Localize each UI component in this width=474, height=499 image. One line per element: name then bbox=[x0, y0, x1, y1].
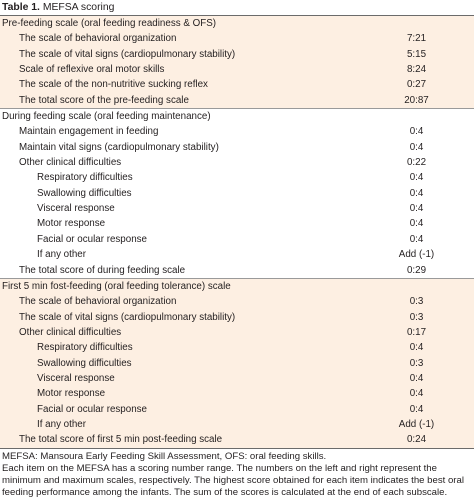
row-label: Visceral response bbox=[37, 372, 115, 384]
row-label: Facial or ocular response bbox=[37, 403, 147, 415]
row-score-range: 0:4 bbox=[409, 218, 424, 230]
row-label: The scale of vital signs (cardiopulmonar… bbox=[19, 311, 236, 323]
table-caption-label: Table 1. bbox=[2, 2, 40, 13]
row-score-range: 0:17 bbox=[406, 326, 427, 338]
table-row: The scale of vital signs (cardiopulmonar… bbox=[0, 46, 474, 63]
table-row: Facial or ocular response 0:4 bbox=[0, 401, 474, 417]
row-label: Swallowing difficulties bbox=[37, 187, 132, 199]
row-score-range: 0:4 bbox=[409, 187, 424, 199]
row-label: Respiratory difficulties bbox=[37, 172, 133, 184]
row-score-range: 8:24 bbox=[406, 64, 427, 76]
table-row: Swallowing difficulties 0:3 bbox=[0, 355, 474, 371]
row-label: Other clinical difficulties bbox=[19, 157, 122, 169]
table-caption-title: MEFSA scoring bbox=[42, 2, 115, 13]
section-header-row: First 5 min fost-feeding (oral feeding t… bbox=[0, 278, 474, 295]
table-row: Scale of reflexive oral motor skills 8:24 bbox=[0, 62, 474, 78]
row-score-range: 0:4 bbox=[409, 372, 424, 384]
row-label: Motor response bbox=[37, 218, 106, 230]
row-score-range: 0:3 bbox=[409, 357, 424, 369]
table-row: Other clinical difficulties 0:17 bbox=[0, 324, 474, 341]
row-label: Visceral response bbox=[37, 203, 115, 215]
table-row: If any other Add (-1) bbox=[0, 247, 474, 262]
row-score-range: 0:29 bbox=[406, 264, 427, 276]
table-row: The scale of behavioral organization 0:3 bbox=[0, 294, 474, 310]
table-row: The scale of behavioral organization 7:21 bbox=[0, 31, 474, 47]
row-label: Facial or ocular response bbox=[37, 233, 147, 245]
row-score-range: 0:4 bbox=[409, 203, 424, 215]
table-row: Respiratory difficulties 0:4 bbox=[0, 340, 474, 356]
scoring-table: Pre-feeding scale (oral feeding readines… bbox=[0, 15, 474, 449]
section-header-row: During feeding scale (oral feeding maint… bbox=[0, 109, 474, 124]
footnote: MEFSA: Mansoura Early Feeding Skill Asse… bbox=[2, 450, 327, 462]
row-label: The total score of the pre-feeding scale bbox=[19, 94, 189, 106]
section-header-row: Pre-feeding scale (oral feeding readines… bbox=[0, 16, 474, 32]
row-score-range: 0:27 bbox=[406, 79, 427, 91]
table-row: Motor response 0:4 bbox=[0, 386, 474, 402]
table-row: The total score of during feeding scale 0… bbox=[0, 263, 474, 279]
table-row: The scale of the non-nutritive sucking r… bbox=[0, 77, 474, 93]
row-score-range: 0:22 bbox=[406, 157, 427, 169]
row-label: Scale of reflexive oral motor skills bbox=[19, 64, 165, 76]
row-label: Respiratory difficulties bbox=[37, 342, 133, 354]
table-row: If any other Add (-1) bbox=[0, 416, 474, 433]
row-score-range: 0:3 bbox=[409, 296, 424, 308]
table-row: Swallowing difficulties 0:4 bbox=[0, 186, 474, 201]
row-score-range: 0:4 bbox=[409, 172, 424, 184]
row-label: Other clinical difficulties bbox=[19, 326, 122, 338]
row-score-range: 20:87 bbox=[404, 94, 429, 106]
table-caption: Table 1. MEFSA scoring bbox=[0, 0, 474, 15]
row-score-range: Add (-1) bbox=[398, 249, 435, 261]
row-score-range: 0:4 bbox=[409, 126, 424, 138]
row-label: Swallowing difficulties bbox=[37, 357, 132, 369]
table-row: Respiratory difficulties 0:4 bbox=[0, 170, 474, 185]
row-label: The scale of vital signs (cardiopulmonar… bbox=[19, 48, 236, 60]
row-score-range: 0:4 bbox=[409, 233, 424, 245]
row-label: The total score of first 5 min post-feed… bbox=[19, 434, 223, 446]
row-score-range: 0:4 bbox=[409, 403, 424, 415]
section-header: First 5 min fost-feeding (oral feeding t… bbox=[2, 280, 231, 292]
row-label: If any other bbox=[37, 418, 87, 430]
table-row: Maintain vital signs (cardiopulmonary st… bbox=[0, 140, 474, 155]
section-header: During feeding scale (oral feeding maint… bbox=[2, 111, 211, 123]
table-row: Visceral response 0:4 bbox=[0, 201, 474, 216]
row-label: Motor response bbox=[37, 388, 106, 400]
section-header: Pre-feeding scale (oral feeding readines… bbox=[2, 18, 217, 29]
row-score-range: 0:3 bbox=[409, 311, 424, 323]
row-label: The scale of behavioral organization bbox=[19, 33, 177, 45]
row-score-range: 0:4 bbox=[409, 141, 424, 153]
row-label: Maintain vital signs (cardiopulmonary st… bbox=[19, 141, 219, 153]
row-score-range: 7:21 bbox=[406, 33, 427, 45]
row-label: If any other bbox=[37, 249, 87, 261]
table-row: Other clinical difficulties 0:22 bbox=[0, 155, 474, 170]
row-label: The scale of the non-nutritive sucking r… bbox=[19, 79, 208, 91]
table-footnotes: MEFSA: Mansoura Early Feeding Skill Asse… bbox=[0, 449, 474, 499]
table-row: Maintain engagement in feeding 0:4 bbox=[0, 124, 474, 139]
row-label: The total score of during feeding scale bbox=[19, 264, 186, 276]
table-row: The total score of first 5 min post-feed… bbox=[0, 432, 474, 448]
row-score-range: Add (-1) bbox=[398, 418, 435, 430]
row-label: Maintain engagement in feeding bbox=[19, 126, 159, 138]
footnote: Each item on the MEFSA has a scoring num… bbox=[2, 462, 464, 499]
table-row: Facial or ocular response 0:4 bbox=[0, 232, 474, 247]
table-row: Motor response 0:4 bbox=[0, 216, 474, 231]
table-row: Visceral response 0:4 bbox=[0, 370, 474, 387]
row-score-range: 0:4 bbox=[409, 388, 424, 400]
row-score-range: 0:4 bbox=[409, 342, 424, 354]
row-score-range: 0:24 bbox=[406, 434, 427, 446]
table-row: The scale of vital signs (cardiopulmonar… bbox=[0, 309, 474, 325]
row-label: The scale of behavioral organization bbox=[19, 296, 177, 308]
row-score-range: 5:15 bbox=[406, 48, 427, 60]
table-row: The total score of the pre-feeding scale… bbox=[0, 92, 474, 110]
